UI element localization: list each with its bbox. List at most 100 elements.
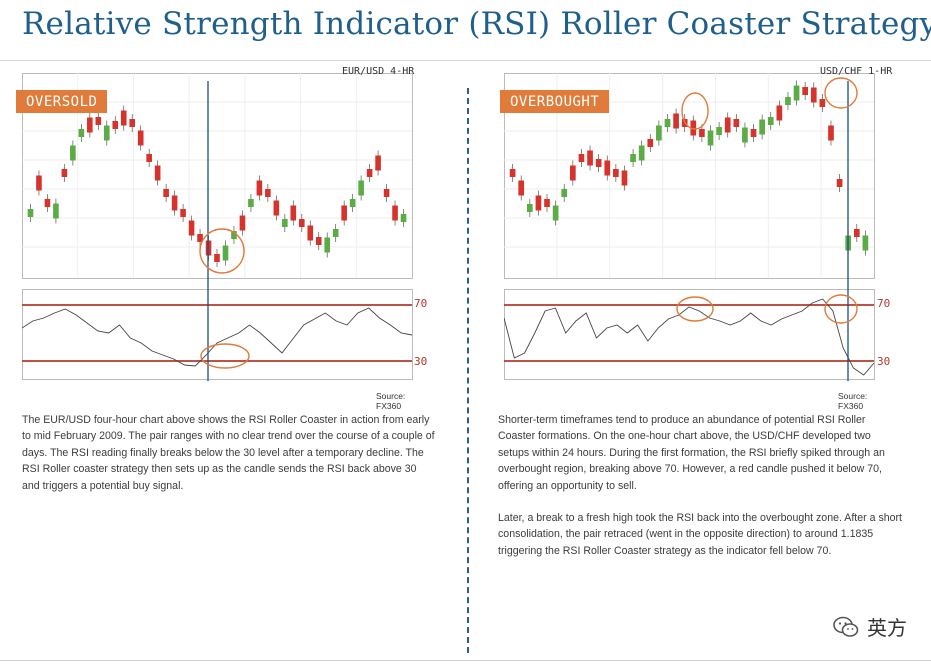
highlight-circle (200, 343, 250, 369)
bear-candle (375, 155, 381, 171)
bear-candle (776, 105, 783, 121)
bear-candle (95, 117, 102, 125)
bear-candle (690, 120, 697, 136)
bear-candle (188, 220, 195, 236)
overbought-badge: OVERBOUGHT (500, 90, 610, 113)
bear-candle (307, 225, 314, 241)
bull-candle (656, 125, 662, 141)
bear-candle (699, 129, 705, 137)
bull-candle (707, 130, 714, 146)
bear-candle (828, 125, 834, 141)
bear-candle (392, 205, 398, 221)
bull-candle (793, 85, 800, 101)
bull-candle (767, 117, 774, 125)
bear-candle (112, 121, 119, 129)
bear-candle (163, 189, 169, 197)
timeframe-label: USD/CHF 1-HR (820, 66, 893, 77)
chart-source: Source: FX360 (838, 391, 868, 411)
chart-source: Source: FX360 (376, 391, 406, 411)
left-description: The EUR/USD four-hour chart above shows … (22, 414, 435, 492)
bull-candle (561, 189, 568, 197)
bull-candle (53, 203, 59, 219)
bear-candle (137, 130, 144, 146)
bear-candle (214, 254, 220, 262)
bear-candle (613, 169, 619, 177)
left-chart-panel: OVERSOLD EUR/USD 4-HR 70 30 Source: FX36… (16, 63, 432, 411)
highlight-circle (676, 296, 714, 322)
bear-candle (298, 219, 305, 227)
bull-candle (324, 237, 331, 253)
bear-candle (44, 199, 51, 207)
rsi-level-30: 30 (877, 355, 891, 368)
footer-rule (0, 660, 931, 661)
bear-candle (120, 110, 127, 126)
bear-candle (273, 200, 280, 216)
bear-candle (180, 209, 186, 217)
bear-candle (341, 205, 347, 221)
bear-candle (129, 119, 136, 127)
brand-name: 英方 (867, 618, 907, 640)
rsi-line (504, 298, 875, 376)
bear-candle (673, 113, 679, 129)
bear-candle (87, 117, 93, 133)
bear-candle (290, 205, 297, 221)
bull-candle (552, 205, 559, 221)
bull-candle (282, 219, 288, 227)
right-description-2: Later, a break to a fresh high took the … (498, 512, 902, 557)
bull-candle (222, 245, 229, 261)
bull-candle (862, 235, 869, 251)
bear-candle (587, 150, 593, 166)
bear-candle (802, 87, 809, 95)
highlight-circle (824, 77, 858, 109)
bear-candle (154, 165, 161, 181)
bear-candle (197, 234, 203, 242)
rsi-frame (22, 289, 413, 380)
right-chart-panel: OVERBOUGHT USD/CHF 1-HR 70 30 Source: FX… (500, 63, 894, 411)
bear-candle (750, 129, 757, 137)
bear-candle (595, 159, 602, 167)
bull-candle (630, 154, 636, 162)
right-description-1: Shorter-term timeframes tend to produce … (498, 414, 885, 492)
bull-candle (78, 129, 85, 137)
bull-candle (664, 119, 671, 127)
bear-candle (265, 189, 271, 197)
bull-candle (103, 125, 110, 141)
bear-candle (256, 180, 263, 196)
bull-candle (400, 214, 407, 222)
bear-candle (315, 237, 322, 245)
bull-candle (27, 209, 34, 217)
bull-candle (332, 229, 339, 237)
rsi-level-70: 70 (414, 297, 428, 310)
rsi-level-70: 70 (877, 297, 891, 310)
bear-candle (171, 195, 178, 211)
eurusd-chart (22, 73, 413, 381)
bear-candle (647, 139, 654, 147)
bear-candle (239, 215, 246, 231)
wechat-icon (833, 616, 859, 637)
bear-candle (509, 169, 516, 177)
highlight-circle (199, 228, 245, 274)
bear-candle (366, 169, 373, 177)
bull-candle (526, 204, 533, 212)
timeframe-label: EUR/USD 4-HR (342, 66, 415, 77)
bear-candle (810, 87, 817, 103)
brand-mark: 英方 (833, 612, 907, 641)
page-title: Relative Strength Indicator (RSI) Roller… (22, 6, 931, 42)
bear-candle (535, 195, 542, 211)
bear-candle (604, 160, 611, 176)
highlight-circle (824, 294, 858, 324)
bull-candle (70, 145, 76, 161)
bear-candle (146, 154, 152, 162)
header-rule (0, 60, 931, 61)
bear-candle (621, 170, 628, 186)
column-divider (467, 88, 469, 653)
bear-candle (544, 199, 550, 207)
bear-candle (569, 165, 576, 181)
bear-candle (819, 99, 826, 107)
rsi-frame (504, 289, 875, 380)
rsi-level-30: 30 (414, 355, 428, 368)
bear-candle (733, 119, 740, 127)
bear-candle (518, 180, 525, 196)
usdchf-chart (504, 73, 875, 381)
bull-candle (358, 180, 364, 196)
